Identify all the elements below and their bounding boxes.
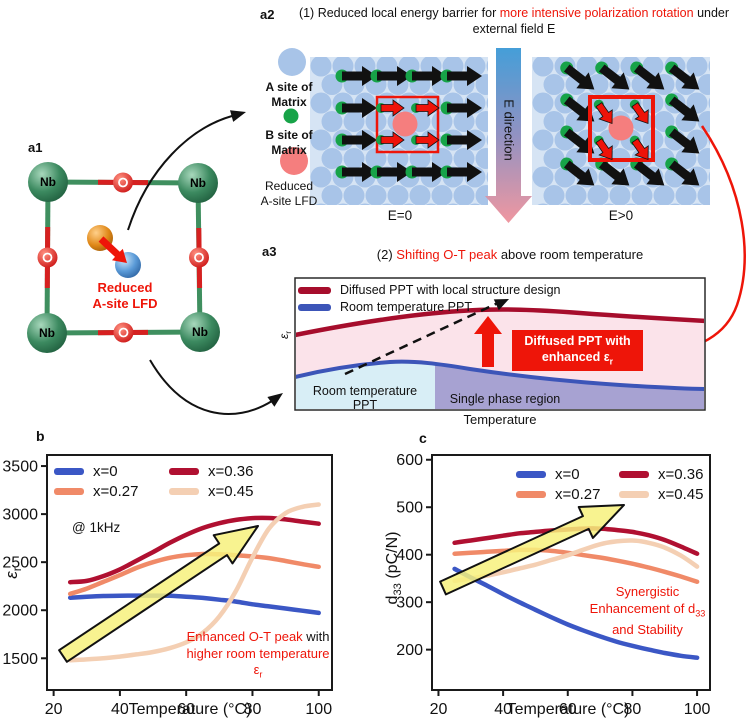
panel-a2-title: (1) Reduced local energy barrier for mor… bbox=[288, 5, 740, 37]
svg-text:80: 80 bbox=[244, 701, 262, 718]
panel-a3-title: (2) Shifting O-T peak above room tempera… bbox=[376, 247, 644, 262]
chart-b-legend-x0: x=0 bbox=[54, 463, 118, 480]
a3-dashed-arrow bbox=[344, 299, 509, 376]
svg-text:60: 60 bbox=[559, 701, 577, 718]
lattice-e1 bbox=[532, 56, 710, 205]
legend-swatch bbox=[54, 468, 84, 475]
a3-xlabel: Temperature bbox=[463, 412, 537, 427]
a3-region-right-label: Single phase region bbox=[449, 392, 561, 406]
nb-atoms: Nb Nb Nb Nb bbox=[27, 162, 220, 353]
reduced-lfd-icon bbox=[280, 147, 308, 175]
chart-b-note: @ 1kHz bbox=[72, 520, 121, 535]
a-site-icon bbox=[278, 48, 306, 76]
svg-text:40: 40 bbox=[111, 701, 129, 718]
chart-b-legend-x036: x=0.36 bbox=[169, 463, 253, 480]
a3-legend-diffused: Diffused PPT with local structure design bbox=[298, 283, 560, 297]
a3-legend-swatch-diffused bbox=[298, 286, 331, 294]
svg-text:40: 40 bbox=[494, 701, 512, 718]
a1-caption: Reduced A-site LFD bbox=[92, 280, 158, 311]
a3-callout: Diffused PPT with enhanced εr bbox=[512, 330, 643, 371]
svg-text:600: 600 bbox=[396, 452, 423, 469]
svg-text:20: 20 bbox=[430, 701, 448, 718]
chart-c-annotation: Synergistic Enhancement of d33 and Stabi… bbox=[589, 584, 706, 637]
chart-c-legend-x036: x=0.36 bbox=[619, 466, 703, 483]
e-direction-arrow bbox=[485, 48, 532, 223]
chart-b-annotation: Enhanced O-T peak with higher room tempe… bbox=[186, 629, 330, 680]
svg-text:200: 200 bbox=[396, 642, 423, 659]
nb-label: Nb bbox=[192, 325, 208, 339]
chart-c: 20 40 60 80 100 200 300 400 500 600 bbox=[396, 452, 711, 718]
nb-label: Nb bbox=[39, 326, 55, 340]
e-pos-label: E>0 bbox=[608, 208, 634, 223]
legend-swatch bbox=[619, 471, 649, 478]
lattice-e0 bbox=[310, 57, 488, 205]
panel-b-label: b bbox=[36, 428, 45, 444]
chart-c-legend-x027: x=0.27 bbox=[516, 486, 600, 503]
svg-text:400: 400 bbox=[396, 547, 423, 564]
svg-text:3000: 3000 bbox=[2, 507, 38, 524]
nb-label: Nb bbox=[190, 176, 206, 190]
chart-b-ylabel: εr bbox=[1, 567, 25, 579]
a3-legend-room: Room temperature PPT bbox=[298, 300, 472, 314]
legend-swatch bbox=[169, 488, 199, 495]
chart-c-ylabel: d33 (pC/N) bbox=[383, 531, 405, 605]
legend-b-site: B site of Matrix bbox=[265, 128, 313, 157]
e-zero-label: E=0 bbox=[387, 208, 413, 223]
a3-ylabel: εr bbox=[276, 330, 294, 340]
a2-title-suffix: under bbox=[693, 6, 730, 20]
connector-a1-a2 bbox=[127, 110, 246, 231]
a1-structure: Nb Nb Nb Nb bbox=[27, 162, 220, 353]
legend-swatch bbox=[516, 471, 546, 478]
a3-purple-region bbox=[435, 364, 704, 409]
svg-text:3500: 3500 bbox=[2, 459, 38, 476]
svg-text:1500: 1500 bbox=[2, 651, 38, 668]
a2-title-prefix: (1) Reduced local energy barrier for bbox=[298, 6, 500, 20]
trend-arrow-c bbox=[439, 504, 625, 596]
legend-a-site: A site of Matrix bbox=[265, 80, 313, 109]
svg-text:2000: 2000 bbox=[2, 603, 38, 620]
svg-text:20: 20 bbox=[45, 701, 63, 718]
panel-a1-label: a1 bbox=[28, 140, 43, 155]
a3-room-curve bbox=[296, 359, 704, 391]
chart-c-xlabel: Temperature (°C) bbox=[506, 701, 630, 718]
legend-swatch bbox=[169, 468, 199, 475]
chart-b-xlabel: Temperature (°C) bbox=[128, 701, 252, 718]
svg-text:80: 80 bbox=[624, 701, 642, 718]
svg-text:100: 100 bbox=[684, 701, 711, 718]
legend-reduced-lfd: Reduced A-site LFD bbox=[260, 179, 318, 208]
nb-label: Nb bbox=[40, 175, 56, 189]
a3-diffused-curve bbox=[296, 307, 704, 338]
a3-plot bbox=[294, 277, 706, 411]
chart-c-legend-x045: x=0.45 bbox=[619, 486, 703, 503]
a2-title-line2: external field E bbox=[472, 22, 556, 36]
oxygen-atoms bbox=[37, 172, 209, 343]
b-site-icon bbox=[283, 108, 299, 124]
svg-text:2500: 2500 bbox=[2, 555, 38, 572]
chart-c-legend-x0: x=0 bbox=[516, 466, 580, 483]
panel-c-label: c bbox=[419, 430, 427, 446]
legend-swatch bbox=[619, 491, 649, 498]
trend-arrow-b bbox=[58, 525, 259, 663]
svg-text:500: 500 bbox=[396, 500, 423, 517]
a3-legend-swatch-room bbox=[298, 303, 331, 311]
chart-b-legend-x045: x=0.45 bbox=[169, 483, 253, 500]
svg-text:100: 100 bbox=[305, 701, 332, 718]
a3-up-arrow bbox=[474, 316, 502, 367]
panel-a2-label: a2 bbox=[260, 7, 275, 22]
a3-region-left-label: Room temperature PPT bbox=[312, 384, 418, 412]
panel-a3-label: a3 bbox=[262, 244, 277, 259]
a3-lightblue-region bbox=[296, 361, 435, 409]
svg-text:300: 300 bbox=[396, 595, 423, 612]
connector-a1-a3 bbox=[149, 359, 283, 415]
legend-swatch bbox=[54, 488, 84, 495]
displacement-arrow bbox=[98, 236, 127, 263]
a2-title-highlight: more intensive polarization rotation bbox=[499, 6, 694, 20]
e-direction-label: E direction bbox=[501, 99, 517, 161]
svg-text:60: 60 bbox=[177, 701, 195, 718]
chart-b: 20 40 60 80 100 1500 2000 2500 3000 3500 bbox=[2, 454, 333, 718]
chart-b-legend-x027: x=0.27 bbox=[54, 483, 138, 500]
legend-swatch bbox=[516, 491, 546, 498]
